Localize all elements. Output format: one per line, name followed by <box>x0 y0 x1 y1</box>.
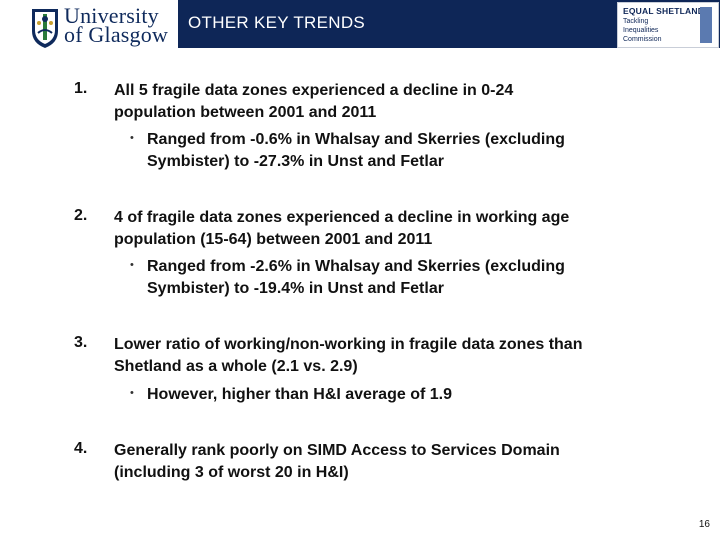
slide-header: University of Glasgow OTHER KEY TRENDS E… <box>0 0 720 54</box>
item-text-line1: Lower ratio of working/non-working in fr… <box>114 336 583 353</box>
partner-logo-name: EQUAL SHETLAND <box>623 6 705 16</box>
item-text-line2: population (15-64) between 2001 and 2011 <box>114 231 433 248</box>
partner-logo-mark-icon <box>700 7 712 43</box>
sub-item-line1: Ranged from -0.6% in Whalsay and Skerrie… <box>147 131 565 148</box>
slide-title: OTHER KEY TRENDS <box>188 13 366 32</box>
university-name-line1: University <box>64 3 159 28</box>
item-text-line1: Generally rank poorly on SIMD Access to … <box>114 442 560 459</box>
university-logo: University of Glasgow <box>0 0 178 54</box>
item-number: 4. <box>74 440 88 457</box>
sub-item-line1: However, higher than H&I average of 1.9 <box>147 386 452 403</box>
item-number: 1. <box>74 80 88 97</box>
sub-item-line2: Symbister) to -19.4% in Unst and Fetlar <box>147 280 444 297</box>
university-name-line2: of Glasgow <box>64 22 169 47</box>
item-text-line2: (including 3 of worst 20 in H&I) <box>114 464 349 481</box>
bullet-icon: • <box>130 132 134 144</box>
page-number: 16 <box>698 519 710 530</box>
partner-logo: EQUAL SHETLAND Tackling Inequalities Com… <box>617 2 719 48</box>
sub-item-line1: Ranged from -2.6% in Whalsay and Skerrie… <box>147 258 565 275</box>
university-name: University of Glasgow <box>64 3 176 47</box>
item-number: 3. <box>74 334 88 351</box>
university-crest-icon <box>32 9 58 48</box>
partner-logo-line3: Commission <box>623 36 662 43</box>
item-text-line2: population between 2001 and 2011 <box>114 104 377 121</box>
partner-logo-line2: Inequalities <box>623 27 659 34</box>
bullet-icon: • <box>130 259 134 271</box>
item-text-line2: Shetland as a whole (2.1 vs. 2.9) <box>114 358 358 375</box>
item-number: 2. <box>74 207 88 224</box>
item-text-line1: All 5 fragile data zones experienced a d… <box>114 82 514 99</box>
sub-item-line2: Symbister) to -27.3% in Unst and Fetlar <box>147 153 444 170</box>
partner-logo-line1: Tackling <box>623 18 649 25</box>
item-text-line1: 4 of fragile data zones experienced a de… <box>114 209 570 226</box>
bullet-icon: • <box>130 387 134 399</box>
